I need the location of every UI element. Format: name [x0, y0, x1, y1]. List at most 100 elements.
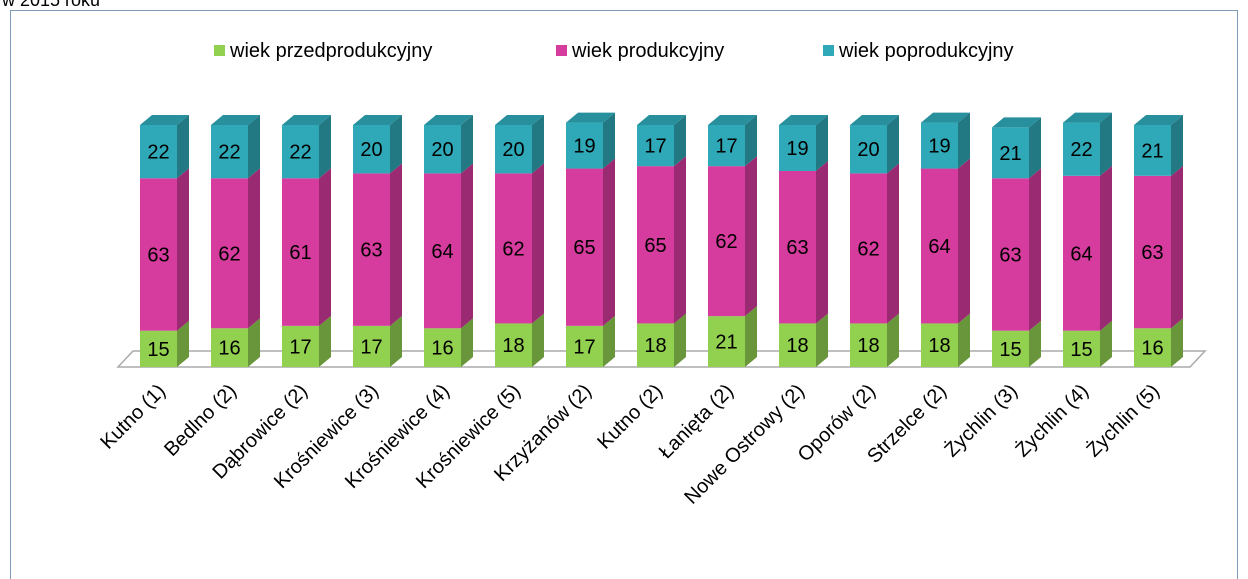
bar-segment [1063, 175, 1100, 331]
bar-side [248, 168, 260, 329]
bar-segment [921, 122, 958, 169]
bar-top [282, 115, 331, 125]
bar-side [958, 112, 970, 169]
bar-side [1171, 318, 1183, 367]
bar-segment [779, 125, 816, 171]
bar-side [177, 320, 189, 367]
data-label: 17 [644, 136, 666, 158]
bar-top [1134, 115, 1183, 125]
bar-segment [424, 173, 461, 329]
data-label: 64 [1070, 243, 1092, 265]
bar-segment [353, 325, 390, 367]
bar-segment [1134, 328, 1171, 367]
bar-side [603, 315, 615, 367]
bar-side [177, 168, 189, 331]
bar-segment [282, 325, 319, 367]
bar-side [1029, 117, 1041, 179]
bar-side [674, 156, 686, 324]
data-label: 15 [147, 339, 169, 361]
bar-side [532, 313, 544, 367]
data-label: 20 [360, 139, 382, 161]
data-label: 21 [999, 143, 1021, 165]
bar-side [887, 163, 899, 324]
data-label: 22 [1070, 139, 1092, 161]
data-label: 65 [573, 237, 595, 259]
bar-segment [1134, 175, 1171, 329]
data-label: 61 [289, 242, 311, 264]
legend-label: wiek przedprodukcyjny [229, 40, 432, 62]
data-label: 16 [1141, 338, 1163, 360]
bar-segment [140, 178, 177, 331]
bar-segment [353, 173, 390, 326]
bar-side [816, 115, 828, 171]
data-label: 63 [360, 240, 382, 262]
bar-side [390, 115, 402, 174]
data-label: 16 [218, 338, 240, 360]
bar-segment [779, 170, 816, 324]
bar-segment [1134, 125, 1171, 176]
bar-side [603, 158, 615, 326]
bar-top [211, 115, 260, 125]
bar-side [745, 115, 757, 167]
bar-side [958, 158, 970, 324]
legend-swatch [214, 45, 225, 56]
data-label: 63 [786, 237, 808, 259]
bar-segment [140, 330, 177, 367]
data-label: 19 [928, 136, 950, 158]
data-label: 15 [999, 339, 1021, 361]
bar-segment [1063, 122, 1100, 176]
chart-title: w 2015 roku [1, 0, 100, 10]
bar-top [566, 112, 615, 123]
bar-top [353, 115, 402, 125]
bar-side [248, 318, 260, 367]
data-label: 17 [573, 336, 595, 358]
bar-segment [850, 125, 887, 174]
bar-top [992, 117, 1041, 128]
bar-side [390, 163, 402, 326]
data-label: 21 [715, 332, 737, 354]
data-label: 22 [147, 142, 169, 164]
bar-side [1100, 165, 1112, 331]
legend-swatch [556, 45, 567, 56]
legend-swatch [823, 45, 834, 56]
legend-label: wiek produkcyjny [571, 40, 724, 62]
bar-segment [708, 125, 745, 167]
bar-side [532, 115, 544, 174]
bar-segment [495, 173, 532, 324]
bar-side [1100, 320, 1112, 367]
data-label: 18 [857, 335, 879, 357]
bar-segment [424, 328, 461, 367]
data-label: 17 [360, 336, 382, 358]
bar-segment [282, 178, 319, 326]
bar-side [532, 163, 544, 324]
bar-side [958, 313, 970, 367]
bar-segment [282, 125, 319, 179]
bar-top [637, 115, 686, 125]
legend-label: wiek poprodukcyjny [838, 40, 1014, 62]
data-label: 15 [1070, 339, 1092, 361]
bar-side [1029, 168, 1041, 331]
bar-segment [353, 125, 390, 174]
bar-segment [140, 125, 177, 179]
bar-side [1029, 320, 1041, 367]
data-label: 17 [715, 136, 737, 158]
bar-segment [424, 125, 461, 174]
data-label: 64 [431, 241, 453, 263]
bar-segment [211, 328, 248, 367]
bar-segment [495, 323, 532, 367]
bar-side [603, 112, 615, 169]
bar-segment [992, 178, 1029, 331]
bar-segment [566, 122, 603, 169]
bar-side [674, 313, 686, 367]
data-label: 62 [857, 238, 879, 260]
bar-top [921, 112, 970, 123]
data-label: 62 [502, 238, 524, 260]
data-label: 19 [573, 136, 595, 158]
bar-side [745, 306, 757, 367]
bar-top [495, 115, 544, 125]
bar-side [1171, 165, 1183, 329]
bar-side [887, 115, 899, 174]
bar-segment [992, 127, 1029, 179]
data-label: 20 [502, 139, 524, 161]
